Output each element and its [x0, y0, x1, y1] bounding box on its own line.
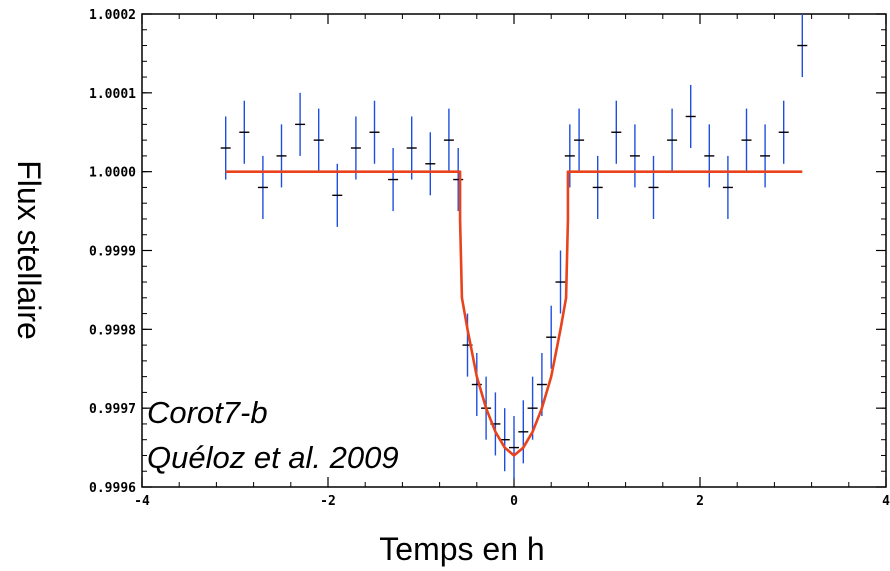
axis-ticks	[141, 13, 887, 488]
y-tick-label: 0.9997	[89, 402, 136, 417]
model-curve-group	[225, 170, 803, 457]
y-tick-label: 0.9996	[89, 481, 136, 496]
error-bars	[220, 14, 808, 480]
x-tick-label: 4	[882, 494, 890, 509]
x-tick-label: -2	[320, 494, 336, 509]
y-tick-label: 0.9999	[89, 245, 136, 260]
axis-tick-labels: -4 -2 0 2 4 0.9996 0.9997 0.9998 0.9999 1.0000 1.0…	[89, 8, 890, 509]
x-tick-label: 2	[696, 494, 704, 509]
x-tick-label: -4	[134, 494, 150, 509]
annotation-citation: Quéloz et al. 2009	[147, 440, 399, 475]
y-tick-label: 0.9998	[89, 323, 136, 338]
model-curve	[225, 170, 803, 457]
x-tick-label: 0	[510, 494, 518, 509]
y-axis-title: Flux stellaire	[11, 160, 47, 340]
x-axis-title: Temps en h	[379, 531, 544, 567]
y-tick-label: 1.0000	[89, 166, 136, 181]
annotation-planet-name: Corot7-b	[147, 395, 268, 430]
y-tick-label: 1.0001	[89, 87, 136, 102]
y-tick-label: 1.0002	[89, 8, 136, 23]
